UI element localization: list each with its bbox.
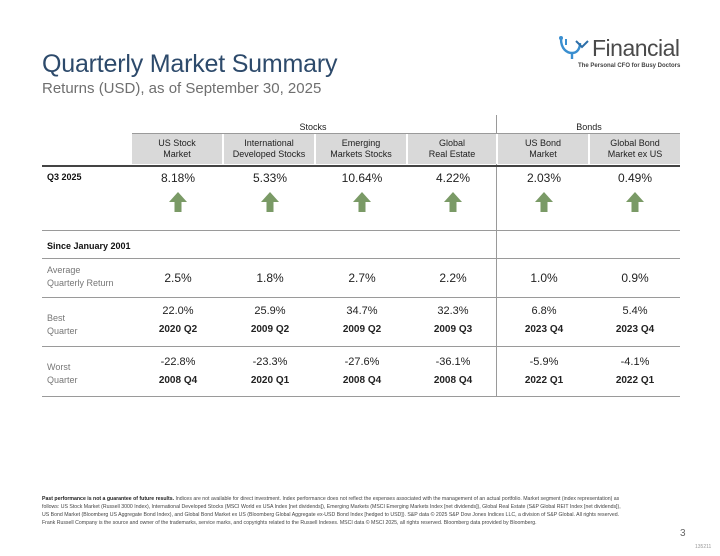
q3-value: 2.03% [526, 171, 562, 185]
best-quarter: 2023 Q4 [615, 324, 655, 335]
best-bottom-rule [42, 346, 680, 347]
average-value: 1.8% [256, 271, 284, 285]
up-arrow-icon [626, 192, 644, 212]
average-value: 1.0% [530, 271, 558, 285]
stocks-bonds-divider [496, 115, 497, 397]
col-header-intl-developed: International Developed Stocks [224, 134, 316, 164]
document-id: 135211 [695, 544, 712, 550]
group-bonds-label: Bonds [576, 122, 602, 132]
col-header-us-stock: US Stock Market [132, 134, 224, 164]
q3-value: 10.64% [341, 171, 383, 185]
average-value: 0.9% [621, 271, 649, 285]
worst-row-label: Worst Quarter [47, 362, 78, 385]
since-label-rule [42, 258, 680, 259]
worst-value: -23.3% [252, 356, 288, 368]
q3-value: 8.18% [160, 171, 196, 185]
worst-value: -5.9% [529, 356, 559, 368]
footnote-bold-lead: Past performance is not a guarantee of f… [42, 496, 175, 502]
up-arrow-icon [353, 192, 371, 212]
average-value: 2.5% [164, 271, 192, 285]
up-arrow-icon [444, 192, 462, 212]
col-header-us-bond: US Bond Market [498, 134, 590, 164]
col-header-global-bond: Global Bond Market ex US [590, 134, 680, 164]
group-underline [132, 133, 680, 134]
best-quarter: 2009 Q3 [433, 324, 473, 335]
col-header-emerging: Emerging Markets Stocks [316, 134, 408, 164]
best-value: 6.8% [531, 305, 557, 317]
best-value: 32.3% [437, 305, 469, 317]
best-value: 34.7% [346, 305, 378, 317]
q3-row-label: Q3 2025 [47, 172, 82, 182]
best-quarter: 2009 Q2 [342, 324, 382, 335]
best-value: 5.4% [622, 305, 648, 317]
worst-value: -4.1% [620, 356, 650, 368]
disclosure-footnote: Past performance is not a guarantee of f… [42, 495, 622, 527]
best-value: 25.9% [254, 305, 286, 317]
worst-quarter: 2008 Q4 [433, 375, 473, 386]
group-stocks-label: Stocks [299, 122, 327, 132]
col-header-global-real-estate: Global Real Estate [408, 134, 498, 164]
ymd-logo-mark [559, 36, 589, 59]
page-title: Quarterly Market Summary [42, 50, 338, 78]
worst-quarter: 2008 Q4 [158, 375, 198, 386]
worst-value: -27.6% [344, 356, 380, 368]
page-subtitle: Returns (USD), as of September 30, 2025 [42, 80, 322, 97]
up-arrow-icon [261, 192, 279, 212]
company-logo: Financial The Personal CFO for Busy Doct… [558, 33, 683, 75]
since-section-label: Since January 2001 [47, 241, 131, 251]
best-quarter: 2020 Q2 [158, 324, 198, 335]
header-rule [42, 165, 680, 167]
best-quarter: 2023 Q4 [524, 324, 564, 335]
average-row-label: Average Quarterly Return [47, 265, 114, 288]
average-value: 2.2% [439, 271, 467, 285]
worst-quarter: 2008 Q4 [342, 375, 382, 386]
average-value: 2.7% [348, 271, 376, 285]
logo-tagline: The Personal CFO for Busy Doctors [578, 63, 681, 69]
q3-value: 0.49% [617, 171, 653, 185]
best-quarter: 2009 Q2 [250, 324, 290, 335]
best-row-label: Best Quarter [47, 313, 78, 336]
worst-quarter: 2022 Q1 [524, 375, 564, 386]
best-value: 22.0% [162, 305, 194, 317]
worst-quarter: 2022 Q1 [615, 375, 655, 386]
worst-value: -22.8% [160, 356, 196, 368]
q3-value: 4.22% [435, 171, 471, 185]
q3-value: 5.33% [252, 171, 288, 185]
worst-quarter: 2020 Q1 [250, 375, 290, 386]
worst-value: -36.1% [435, 356, 471, 368]
average-bottom-rule [42, 297, 680, 298]
up-arrow-icon [535, 192, 553, 212]
page-number: 3 [680, 528, 686, 539]
up-arrow-icon [169, 192, 187, 212]
footnote-body: Indices are not available for direct inv… [42, 496, 621, 526]
worst-bottom-rule [42, 396, 680, 397]
q3-bottom-rule [42, 230, 680, 231]
logo-wordmark: Financial [592, 35, 680, 61]
